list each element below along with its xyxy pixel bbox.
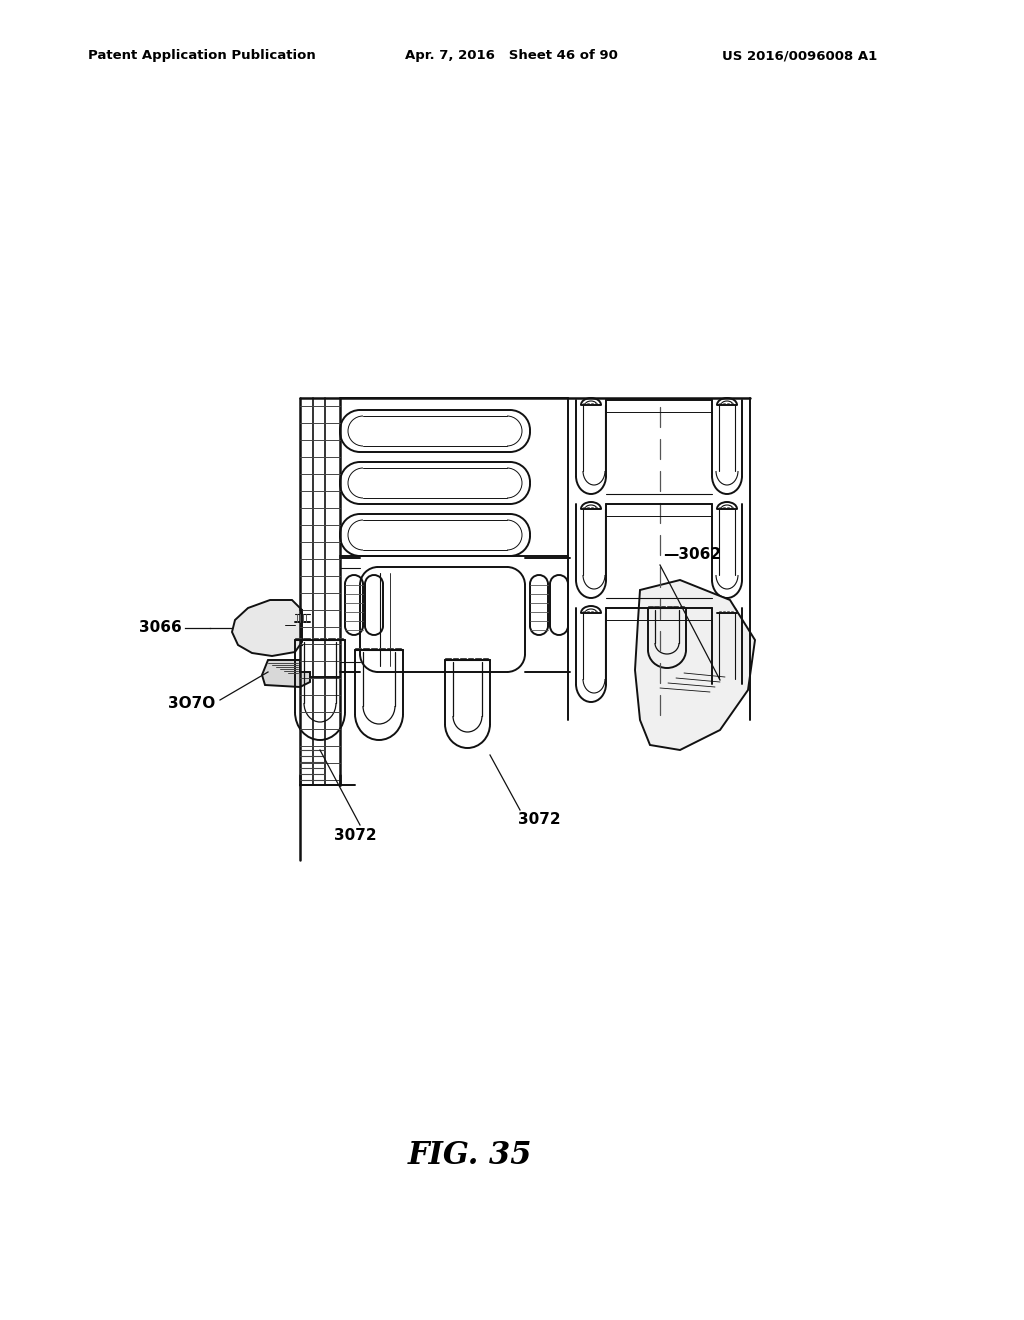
Text: 3066: 3066 xyxy=(139,620,182,635)
Text: Apr. 7, 2016   Sheet 46 of 90: Apr. 7, 2016 Sheet 46 of 90 xyxy=(406,49,617,62)
Polygon shape xyxy=(262,660,310,686)
Text: US 2016/0096008 A1: US 2016/0096008 A1 xyxy=(722,49,878,62)
Polygon shape xyxy=(232,601,302,656)
Text: FIG. 35: FIG. 35 xyxy=(408,1139,532,1171)
Text: 3O7O: 3O7O xyxy=(168,696,215,710)
Text: —3062: —3062 xyxy=(663,546,721,562)
Polygon shape xyxy=(635,579,755,750)
Text: 3072: 3072 xyxy=(334,828,376,843)
Text: Patent Application Publication: Patent Application Publication xyxy=(88,49,315,62)
Text: 3072: 3072 xyxy=(518,812,560,828)
